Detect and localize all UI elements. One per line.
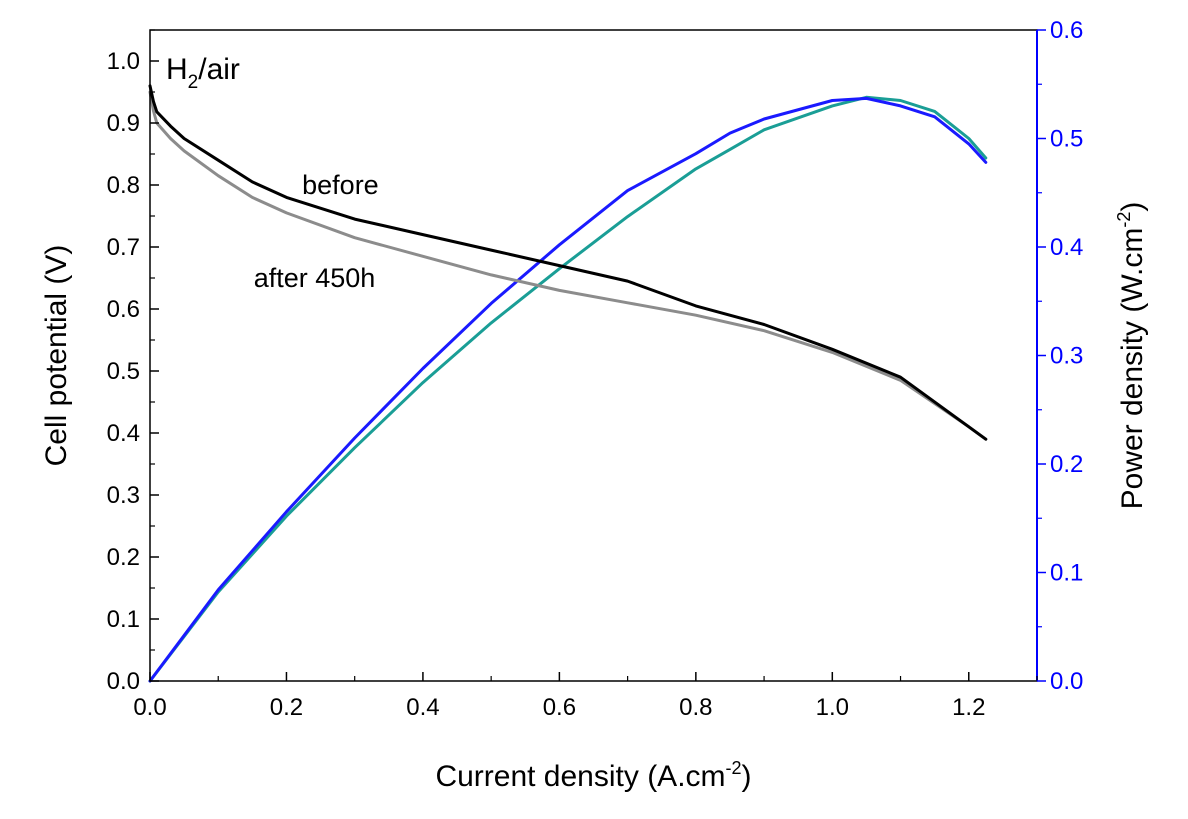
y-tick-label-10: 1.0 [107,48,140,75]
after-potential-line [148,90,988,441]
after-annotation: after 450h [254,263,376,293]
y-tick-label-4: 0.4 [107,420,140,447]
before-power-line [148,96,988,683]
x-tick-label-6: 1.2 [952,694,985,721]
x-tick-label-0: 0.0 [133,694,166,721]
y-tick-label-8: 0.8 [107,172,140,199]
y-axis-label: Cell potential (V) [40,245,73,467]
before-annotation: before [302,170,379,200]
y-tick-label-2: 0.2 [107,544,140,571]
y2-tick-label-2: 0.2 [1050,451,1083,478]
x-tick-label-2: 0.4 [406,694,439,721]
y2-tick-label-6: 0.6 [1050,17,1083,44]
y2-axis-label: Power density (W.cm-2) [1114,202,1149,510]
y2-tick-label-4: 0.4 [1050,234,1083,261]
y-tick-label-9: 0.9 [107,110,140,137]
x-tick-label-5: 1.0 [816,694,849,721]
ticks-layer: 0.0 0.2 0.4 0.6 0.8 1.0 1.2 0.0 0.1 0.2 0.3 0.4 0.5 0… [107,17,1084,721]
y-tick-label-7: 0.7 [107,234,140,261]
series-layer [148,84,988,683]
x-axis-label: Current density (A.cm-2) [435,758,751,793]
axes-layer [149,29,1038,682]
x-tick-label-3: 0.6 [543,694,576,721]
gas-annotation: H2/air [166,53,240,93]
x-tick-label-1: 0.2 [270,694,303,721]
x-tick-label-4: 0.8 [679,694,712,721]
y2-tick-label-3: 0.3 [1050,343,1083,370]
after-power-line [148,95,988,683]
y-tick-label-0: 0.0 [107,668,140,695]
y-tick-label-5: 0.5 [107,358,140,385]
plot-frame [149,29,1038,682]
y2-tick-label-0: 0.0 [1050,668,1083,695]
before-potential-line [148,84,988,441]
y-tick-label-6: 0.6 [107,296,140,323]
y-tick-label-1: 0.1 [107,606,140,633]
y2-tick-label-1: 0.1 [1050,560,1083,587]
y-tick-label-3: 0.3 [107,482,140,509]
y2-tick-label-5: 0.5 [1050,126,1083,153]
